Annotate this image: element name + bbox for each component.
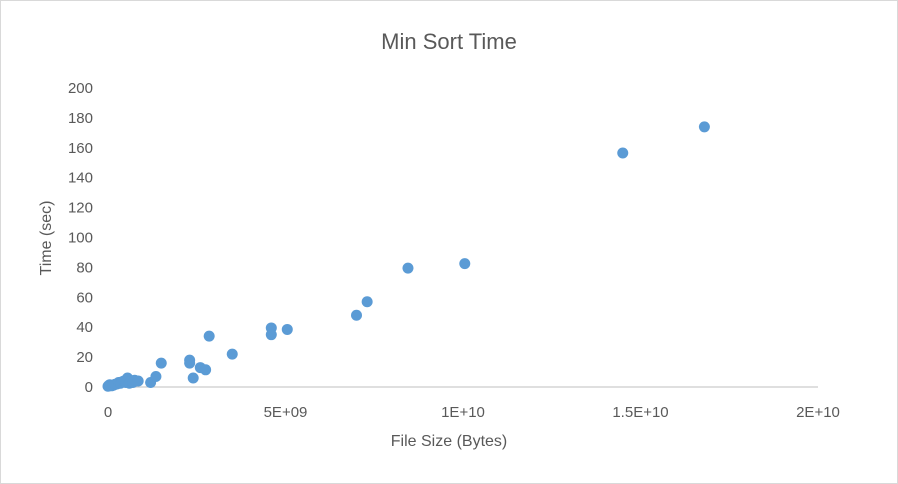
data-point (281, 323, 293, 335)
data-point (361, 296, 373, 308)
data-point (200, 364, 212, 376)
y-tick-label: 0 (85, 379, 93, 396)
data-point (698, 121, 710, 133)
y-tick-label: 60 (76, 289, 93, 306)
data-point (203, 330, 215, 342)
data-point (226, 348, 238, 360)
y-tick-labels: 0 20 40 60 80 100 120 140 160 180 200 (68, 80, 93, 396)
data-point (351, 309, 362, 321)
data-point (402, 262, 414, 274)
x-axis-label: File Size (Bytes) (391, 433, 507, 450)
data-point (132, 375, 144, 387)
y-tick-label: 180 (68, 110, 93, 127)
y-tick-label: 140 (68, 170, 93, 187)
y-tick-label: 160 (68, 140, 93, 157)
data-point (187, 372, 199, 384)
data-point (155, 357, 167, 369)
y-tick-label: 200 (68, 80, 93, 97)
data-point (265, 329, 277, 341)
y-axis-label: Time (sec) (38, 201, 55, 276)
x-tick-label: 0 (104, 404, 112, 421)
data-point (150, 371, 162, 383)
y-tick-label: 100 (68, 230, 93, 247)
y-tick-label: 120 (68, 200, 93, 217)
x-tick-label: 1.5E+10 (612, 404, 668, 421)
data-points (102, 121, 710, 392)
x-tick-label: 5E+09 (264, 404, 308, 421)
x-tick-label: 1E+10 (441, 404, 485, 421)
data-point (459, 258, 471, 270)
x-tick-labels: 0 5E+09 1E+10 1.5E+10 2E+10 (104, 404, 840, 421)
data-point (184, 357, 196, 369)
y-tick-label: 20 (76, 349, 93, 366)
x-tick-label: 2E+10 (796, 404, 840, 421)
y-tick-label: 80 (76, 259, 93, 276)
y-tick-label: 40 (76, 319, 93, 336)
chart-title: Min Sort Time (381, 29, 517, 54)
data-point (617, 147, 629, 159)
